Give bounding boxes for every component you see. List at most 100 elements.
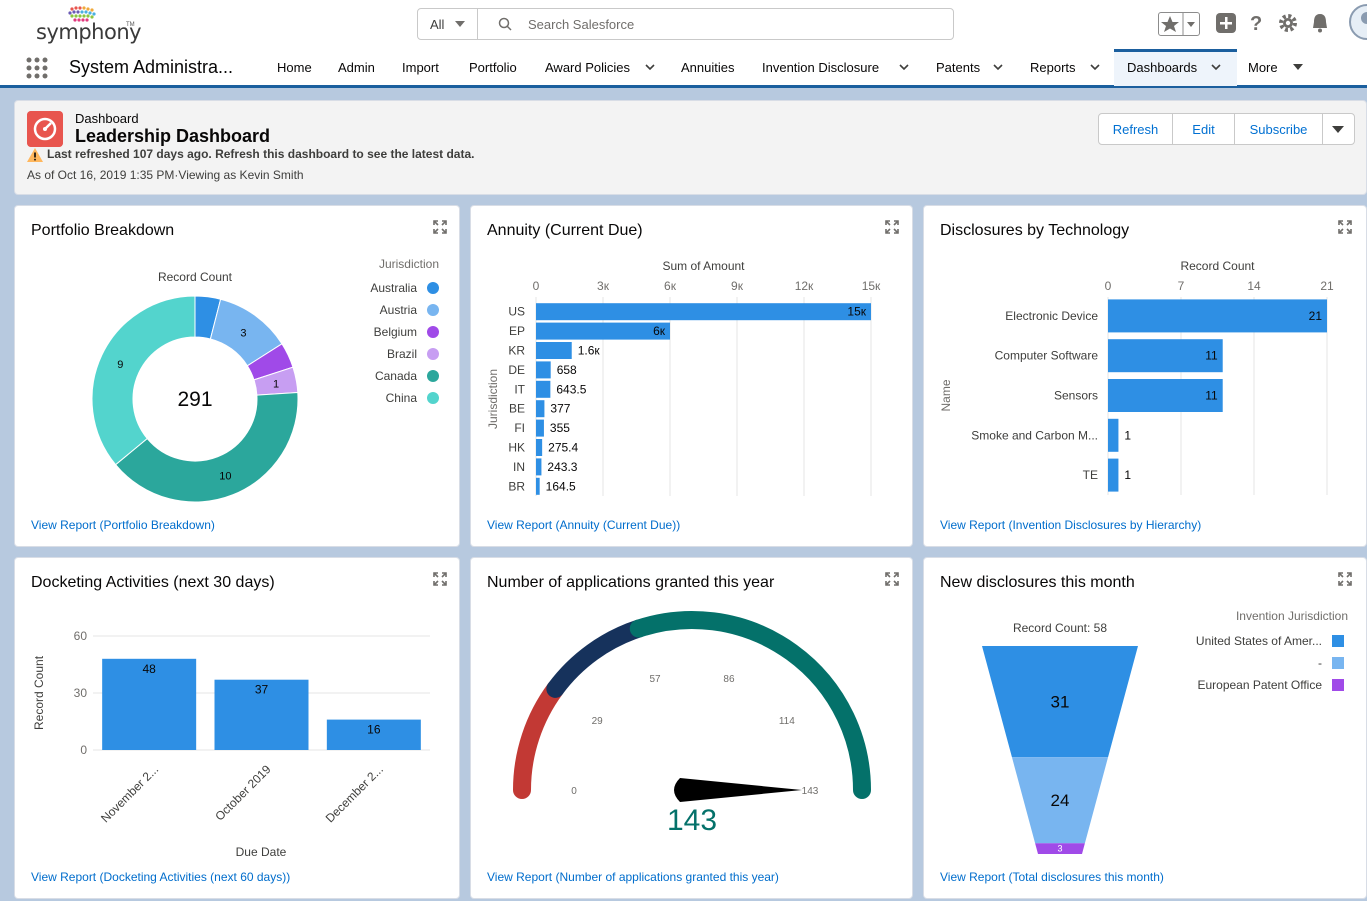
bar-data-label: 21 [1309, 309, 1323, 323]
card-docketing-activities: Docketing Activities (next 30 days) 60 30… [14, 557, 460, 899]
view-report-link[interactable]: View Report (Invention Disclosures by Hi… [940, 518, 1202, 532]
legend-title: Invention Jurisdiction [1236, 609, 1348, 623]
gauge-needle [674, 778, 802, 802]
nav-item-portfolio[interactable]: Portfolio [469, 60, 517, 75]
bar [1108, 418, 1119, 452]
card-title: Portfolio Breakdown [31, 222, 175, 239]
nav-item-home[interactable]: Home [277, 60, 312, 75]
category-label: EP [509, 324, 525, 338]
global-actions-plus-icon[interactable] [1215, 12, 1237, 34]
bar-data-label: 658 [557, 363, 577, 377]
bar [536, 322, 670, 340]
caret-down-icon[interactable] [1293, 64, 1303, 71]
nav-item-more[interactable]: More [1248, 60, 1278, 75]
notification-bell-icon[interactable] [1309, 12, 1331, 34]
card-disclosures-by-technology: Disclosures by Technology Record Count 0 7… [923, 205, 1367, 547]
nav-item-dashboards[interactable]: Dashboards [1127, 60, 1198, 75]
legend-swatch [427, 282, 439, 294]
gauge-band [546, 619, 648, 698]
bar [214, 679, 309, 750]
legend-swatch [427, 348, 439, 360]
category-label: US [508, 305, 525, 319]
legend-swatch [427, 326, 439, 338]
nav-item-award-policies[interactable]: Award Policies [545, 60, 631, 75]
bar-data-label: 1 [1124, 468, 1131, 482]
legend-swatch [427, 392, 439, 404]
more-actions-chevron-icon[interactable] [1331, 125, 1345, 134]
card-title: Disclosures by Technology [940, 222, 1130, 239]
bar [1108, 299, 1327, 333]
refresh-button[interactable]: Refresh [1099, 114, 1173, 144]
funnel-stage [1011, 757, 1109, 844]
card-annuity: Annuity (Current Due) Sum of Amount 0 3к 6к… [470, 205, 913, 547]
search-input[interactable]: Search Salesforce [528, 17, 635, 32]
category-label: HK [508, 441, 525, 455]
legend-label: European Patent Office [1197, 678, 1322, 692]
nav-item-reports[interactable]: Reports [1030, 60, 1076, 75]
bar [536, 400, 545, 418]
favorites-button-group[interactable] [1158, 12, 1200, 36]
nav-item-patents[interactable]: Patents [936, 60, 981, 75]
gauge-band [513, 679, 565, 799]
expand-icon[interactable] [433, 220, 447, 234]
x-tick-label: 21 [1320, 279, 1334, 293]
edit-button[interactable]: Edit [1173, 114, 1235, 144]
global-search[interactable]: All Search Salesforce [417, 8, 954, 40]
nav-item-import[interactable]: Import [402, 60, 439, 75]
chevron-down-icon[interactable] [1090, 64, 1100, 71]
expand-icon[interactable] [885, 572, 899, 586]
nav-item-annuities[interactable]: Annuities [681, 60, 735, 75]
bar [536, 342, 572, 359]
symphony-logo[interactable] [28, 4, 148, 46]
bar-data-label: 243.3 [547, 460, 577, 474]
help-icon[interactable]: ? [1245, 12, 1267, 34]
category-label: FI [514, 421, 525, 435]
nav-item-invention-disclosure[interactable]: Invention Disclosure [762, 60, 880, 75]
chevron-down-icon[interactable] [993, 64, 1003, 71]
category-label: Computer Software [995, 349, 1099, 363]
nav-item-admin[interactable]: Admin [338, 60, 375, 75]
applications-gauge-chart: 0 29 57 86 114 143 143 [513, 611, 871, 837]
search-scope-dropdown[interactable]: All [418, 9, 478, 39]
card-new-disclosures: New disclosures this month Record Count:… [923, 557, 1367, 899]
category-label: IN [513, 460, 525, 474]
gear-icon[interactable] [1277, 12, 1299, 34]
docketing-bar-chart: 60 30 0 Record Count 48 November 2... 37 Octobe… [32, 629, 430, 859]
logo-dots-icon [68, 6, 96, 22]
x-tick-label: 15к [862, 279, 881, 293]
view-report-link[interactable]: View Report (Total disclosures this mont… [940, 870, 1164, 884]
view-report-link[interactable]: View Report (Annuity (Current Due)) [487, 518, 681, 532]
bar-data-label: 11 [1205, 349, 1218, 363]
bar-data-label: 48 [142, 662, 156, 676]
bar-data-label: 275.4 [548, 441, 578, 455]
subscribe-button[interactable]: Subscribe [1235, 114, 1323, 144]
donut-slice [114, 392, 299, 503]
y-tick-label: 30 [74, 686, 88, 700]
x-tick-label: 9к [731, 279, 744, 293]
search-icon [498, 17, 512, 31]
view-report-link[interactable]: View Report (Portfolio Breakdown) [31, 518, 215, 532]
category-label: Sensors [1054, 389, 1098, 403]
view-report-link[interactable]: View Report (Number of applications gran… [487, 870, 779, 884]
chevron-down-icon[interactable] [1211, 64, 1221, 71]
view-report-link[interactable]: View Report (Docketing Activities (next … [31, 870, 291, 884]
x-tick-label: 6к [664, 279, 677, 293]
card-title: Docketing Activities (next 30 days) [31, 574, 275, 591]
bar-data-label: 1.6к [578, 344, 601, 358]
avatar[interactable] [1346, 4, 1367, 40]
app-launcher-icon[interactable] [25, 56, 49, 80]
bar-data-label: 164.5 [546, 479, 576, 493]
expand-icon[interactable] [433, 572, 447, 586]
x-tick-label: 14 [1247, 279, 1261, 293]
as-of-timestamp: As of Oct 16, 2019 1:35 PM·Viewing as Ke… [27, 168, 304, 182]
expand-icon[interactable] [885, 220, 899, 234]
legend-label: - [1318, 656, 1322, 670]
chevron-down-icon[interactable] [899, 64, 909, 71]
bar-data-label: 11 [1205, 389, 1218, 403]
expand-icon[interactable] [1338, 572, 1352, 586]
logo-trademark: TM [126, 22, 135, 28]
x-tick-label: 0 [1105, 279, 1112, 293]
chevron-down-icon[interactable] [645, 64, 655, 71]
expand-icon[interactable] [1338, 220, 1352, 234]
svg-text:?: ? [1250, 13, 1262, 34]
